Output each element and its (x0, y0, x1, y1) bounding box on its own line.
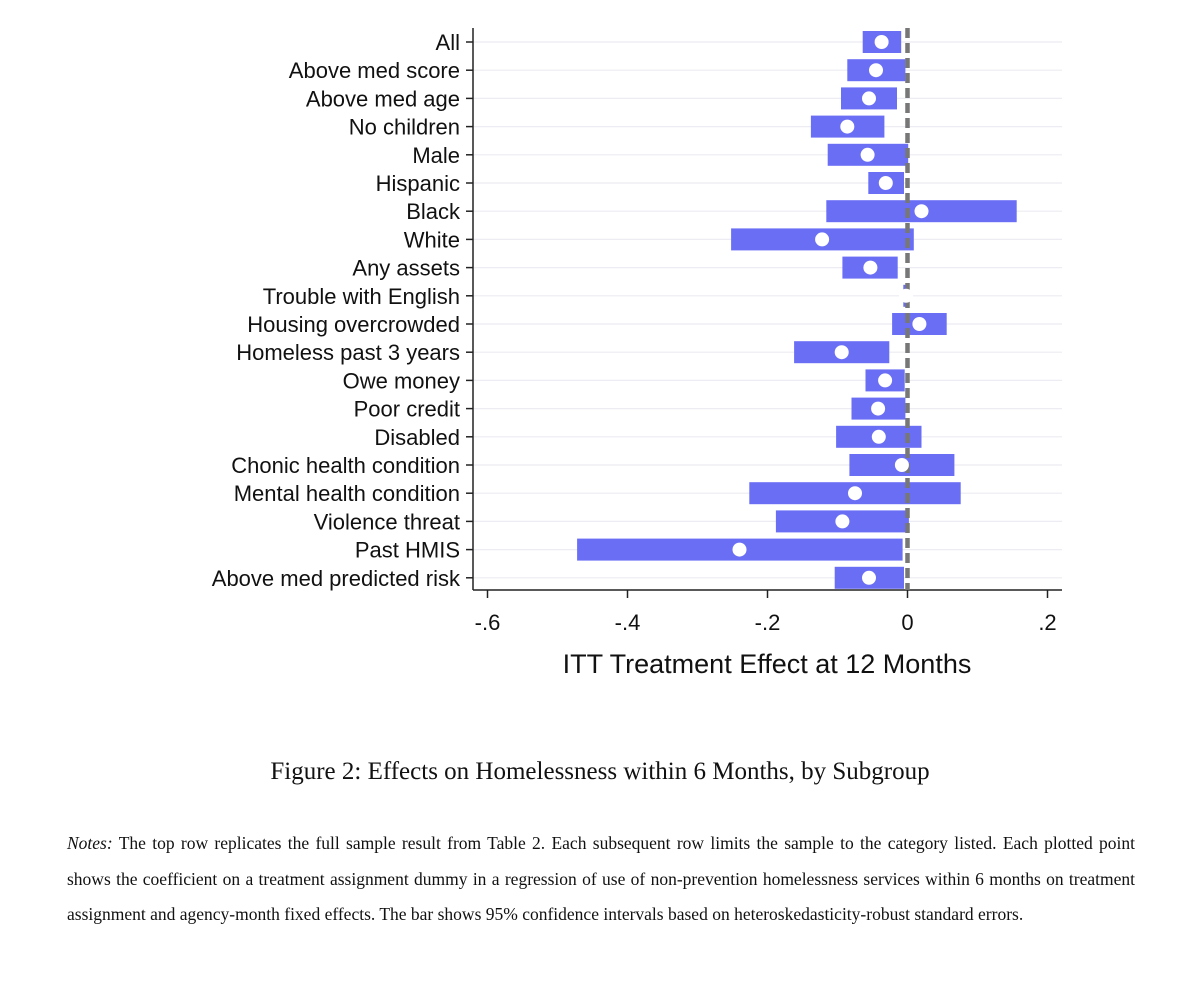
y-tick-label: Mental health condition (234, 481, 460, 506)
y-tick-label: Above med age (306, 86, 460, 111)
x-tick-label: -.2 (755, 610, 781, 635)
x-tick-label: -.6 (475, 610, 501, 635)
point-estimate (848, 486, 862, 501)
y-tick-label: No children (349, 115, 460, 140)
notes-label: Notes: (67, 833, 113, 853)
y-tick-label: Trouble with English (263, 284, 460, 309)
x-tick-label: 0 (901, 610, 913, 635)
point-estimate (899, 288, 914, 303)
point-estimate (834, 345, 849, 360)
x-axis-title: ITT Treatment Effect at 12 Months (563, 649, 972, 679)
point-estimate (815, 232, 830, 247)
point-estimate (862, 570, 876, 585)
y-tick-label: Above med predicted risk (212, 566, 461, 591)
point-estimate (863, 260, 878, 275)
coefficient-plot: All Above med score Above med age No childr… (212, 28, 1062, 679)
point-estimate (732, 542, 747, 557)
y-tick-label: White (404, 227, 460, 252)
y-tick-label: All (436, 30, 460, 55)
point-estimate (860, 147, 875, 162)
ci-bars (577, 31, 1017, 589)
y-tick-label: Poor credit (354, 397, 460, 422)
y-tick-label: Above med score (289, 58, 460, 83)
point-estimate (894, 458, 909, 472)
point-estimate (914, 204, 929, 219)
point-estimate (840, 119, 855, 134)
point-estimate (878, 373, 893, 388)
point-estimate (869, 63, 883, 78)
x-tick-labels: -.6 -.4 -.2 0 .2 (475, 610, 1057, 635)
point-estimates (732, 35, 929, 585)
y-tick-labels: All Above med score Above med age No childr… (212, 30, 461, 591)
axes (466, 28, 1062, 598)
y-tick-label: Homeless past 3 years (236, 340, 460, 365)
figure-caption: Figure 2: Effects on Homelessness within… (270, 758, 930, 785)
y-tick-label: Male (412, 143, 460, 168)
y-tick-label: Chonic health condition (231, 453, 460, 478)
y-tick-label: Past HMIS (355, 538, 460, 563)
y-tick-label: Violence threat (314, 509, 460, 534)
figure-notes: Notes: The top row replicates the full s… (67, 826, 1135, 933)
y-tick-label: Any assets (352, 256, 460, 281)
point-estimate (912, 317, 927, 331)
x-tick-label: .2 (1038, 610, 1056, 635)
y-tick-label: Housing overcrowded (247, 312, 460, 337)
y-tick-label: Owe money (343, 368, 460, 393)
notes-text: The top row replicates the full sample r… (67, 833, 1136, 924)
y-tick-label: Disabled (374, 425, 460, 450)
point-estimate (835, 514, 850, 529)
point-estimate (862, 91, 876, 106)
y-tick-label: Hispanic (376, 171, 460, 196)
point-estimate (871, 401, 886, 416)
point-estimate (874, 35, 889, 49)
point-estimate (878, 176, 893, 190)
point-estimate (871, 429, 886, 444)
y-tick-label: Black (406, 199, 461, 224)
x-tick-label: -.4 (615, 610, 641, 635)
